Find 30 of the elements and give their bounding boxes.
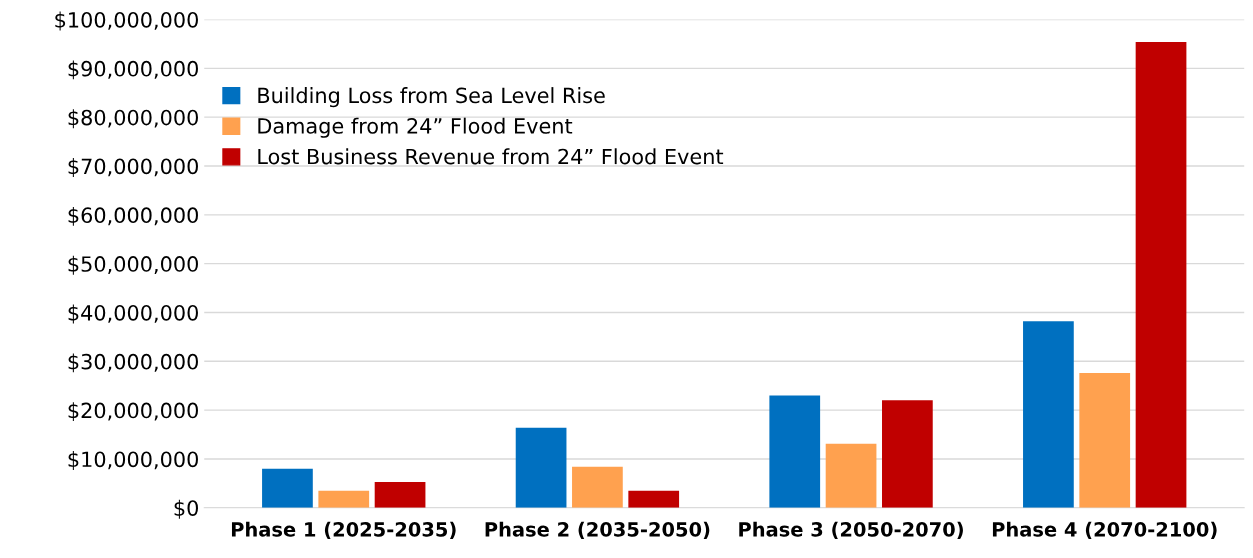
bar [515,427,567,508]
x-tick-label: Phase 3 (2050-2070) [739,521,963,540]
y-tick-label: $40,000,000 [68,304,198,324]
x-tick-label: Phase 2 (2035-2050) [485,521,710,540]
y-tick-label: $0 [174,499,198,519]
y-tick-label: $100,000,000 [55,11,198,31]
x-tick-label: Phase 1 (2025-2035) [231,521,456,540]
y-tick-label: $20,000,000 [68,402,198,422]
y-tick-label: $50,000,000 [68,255,198,275]
y-tick-label: $70,000,000 [68,158,198,177]
bar [1135,41,1187,508]
y-tick-label: $90,000,000 [68,60,198,80]
bar [825,443,877,508]
legend-label: Building Loss from Sea Level Rise [258,87,605,108]
legend-label: Lost Business Revenue from 24” Flood Event [258,148,724,165]
bar [628,490,680,508]
bar [374,481,426,508]
y-tick-label: $10,000,000 [68,451,198,470]
bar [572,466,623,508]
bar [882,400,933,508]
y-tick-label: $30,000,000 [68,353,198,373]
legend-label: Damage from 24” Flood Event [258,117,573,138]
bar [1079,373,1131,508]
bar [262,468,313,508]
y-tick-label: $80,000,000 [68,109,198,129]
bar [318,490,370,508]
bar [1023,321,1074,508]
y-tick-label: $60,000,000 [68,206,198,226]
x-tick-label: Phase 4 (2070-2100) [992,521,1217,540]
bar [769,395,821,508]
